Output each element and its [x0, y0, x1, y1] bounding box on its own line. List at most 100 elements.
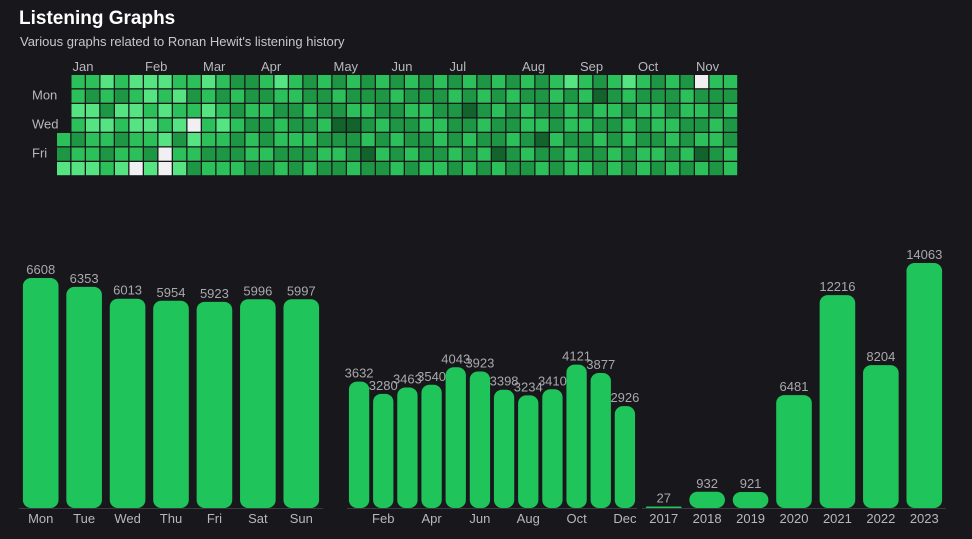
heatmap-cell — [724, 133, 738, 147]
heatmap-cell — [390, 162, 404, 176]
heatmap-cell — [419, 147, 433, 161]
heatmap-cell — [318, 147, 332, 161]
heatmap-cell — [86, 147, 100, 161]
heatmap-cell — [260, 104, 274, 118]
bar-value-label: 5923 — [200, 286, 229, 301]
heatmap-cell — [709, 118, 723, 132]
heatmap-cell — [144, 89, 158, 103]
heatmap-cell — [666, 89, 680, 103]
heatmap-cell — [448, 133, 462, 147]
heatmap-cell — [521, 133, 535, 147]
bar-tick-label: 2022 — [866, 511, 895, 526]
heatmap-cell — [550, 89, 564, 103]
bar-value-label: 3280 — [369, 378, 398, 393]
heatmap-cell — [231, 133, 245, 147]
heatmap-cell — [318, 118, 332, 132]
heatmap-cell — [666, 162, 680, 176]
bar-value-label: 12216 — [819, 279, 855, 294]
heatmap-cell — [448, 147, 462, 161]
heatmap-cell — [463, 133, 477, 147]
heatmap-cell — [680, 118, 694, 132]
heatmap-cell — [129, 118, 143, 132]
heatmap-cell — [71, 104, 85, 118]
heatmap-cell — [245, 89, 259, 103]
bar-value-label: 27 — [656, 491, 670, 506]
bar — [614, 406, 636, 508]
heatmap-cell — [535, 104, 549, 118]
heatmap-cell — [695, 133, 709, 147]
heatmap-cell — [303, 104, 317, 118]
heatmap-cell — [434, 104, 448, 118]
heatmap-cell — [492, 89, 506, 103]
year-bar-chart: 27 2017 932 2018 921 2019 6481 2020 12216 2021 820… — [642, 247, 946, 526]
heatmap-cell — [57, 147, 71, 161]
heatmap-cell — [622, 75, 636, 89]
heatmap-cell — [550, 104, 564, 118]
heatmap-cell — [593, 75, 607, 89]
heatmap-cell — [680, 147, 694, 161]
bar-tick-label: 2018 — [693, 511, 722, 526]
heatmap-cell — [390, 118, 404, 132]
heatmap-cell — [158, 147, 172, 161]
heatmap-month-label: Oct — [638, 59, 659, 74]
heatmap-cell — [289, 75, 303, 89]
heatmap-cell — [332, 75, 346, 89]
heatmap-cell — [129, 104, 143, 118]
bar — [776, 395, 812, 508]
heatmap-cell — [463, 75, 477, 89]
heatmap-cell — [173, 147, 187, 161]
bar-tick-label: Thu — [160, 511, 182, 526]
heatmap-cell — [332, 133, 346, 147]
heatmap-month-label: Apr — [261, 59, 282, 74]
heatmap-cell — [390, 89, 404, 103]
heatmap-cell — [115, 89, 129, 103]
heatmap-cell — [303, 147, 317, 161]
heatmap-cell — [245, 147, 259, 161]
heatmap-cell — [724, 89, 738, 103]
heatmap-cell — [158, 133, 172, 147]
bar-value-label: 6481 — [780, 379, 809, 394]
heatmap-cell — [680, 104, 694, 118]
bar-value-label: 6608 — [26, 262, 55, 277]
heatmap-cell — [651, 75, 665, 89]
heatmap-cell — [376, 147, 390, 161]
heatmap-cell — [347, 133, 361, 147]
heatmap-cell — [666, 147, 680, 161]
heatmap-cell — [260, 147, 274, 161]
heatmap-cell — [651, 133, 665, 147]
bar-tick-label: Sat — [248, 511, 268, 526]
heatmap-cell — [492, 162, 506, 176]
heatmap-cell — [477, 162, 491, 176]
heatmap-cell — [477, 147, 491, 161]
heatmap-cell — [289, 133, 303, 147]
heatmap-cell — [695, 147, 709, 161]
heatmap-cell — [231, 89, 245, 103]
heatmap-cell — [144, 162, 158, 176]
heatmap-cell — [274, 147, 288, 161]
heatmap-cell — [521, 75, 535, 89]
heatmap-cell — [535, 118, 549, 132]
heatmap-cell — [216, 118, 230, 132]
heatmap-cell — [448, 75, 462, 89]
heatmap-cell — [361, 75, 375, 89]
bar-tick-label: Mon — [28, 511, 53, 526]
heatmap-cell — [144, 147, 158, 161]
heatmap-cell — [187, 133, 201, 147]
heatmap-cell — [550, 162, 564, 176]
heatmap-cell — [622, 162, 636, 176]
heatmap-cell — [405, 147, 419, 161]
bar-value-label: 3540 — [417, 369, 446, 384]
heatmap-cell — [608, 162, 622, 176]
heatmap-cell — [535, 75, 549, 89]
heatmap-cell — [245, 162, 259, 176]
heatmap-cell — [608, 104, 622, 118]
heatmap-cell — [680, 89, 694, 103]
heatmap-cell — [144, 104, 158, 118]
heatmap-cell — [579, 147, 593, 161]
heatmap-cell — [390, 133, 404, 147]
heatmap-cell — [724, 162, 738, 176]
heatmap-cell — [361, 104, 375, 118]
heatmap-cell — [622, 104, 636, 118]
heatmap-cell — [289, 147, 303, 161]
bar-value-label: 3234 — [514, 379, 543, 394]
